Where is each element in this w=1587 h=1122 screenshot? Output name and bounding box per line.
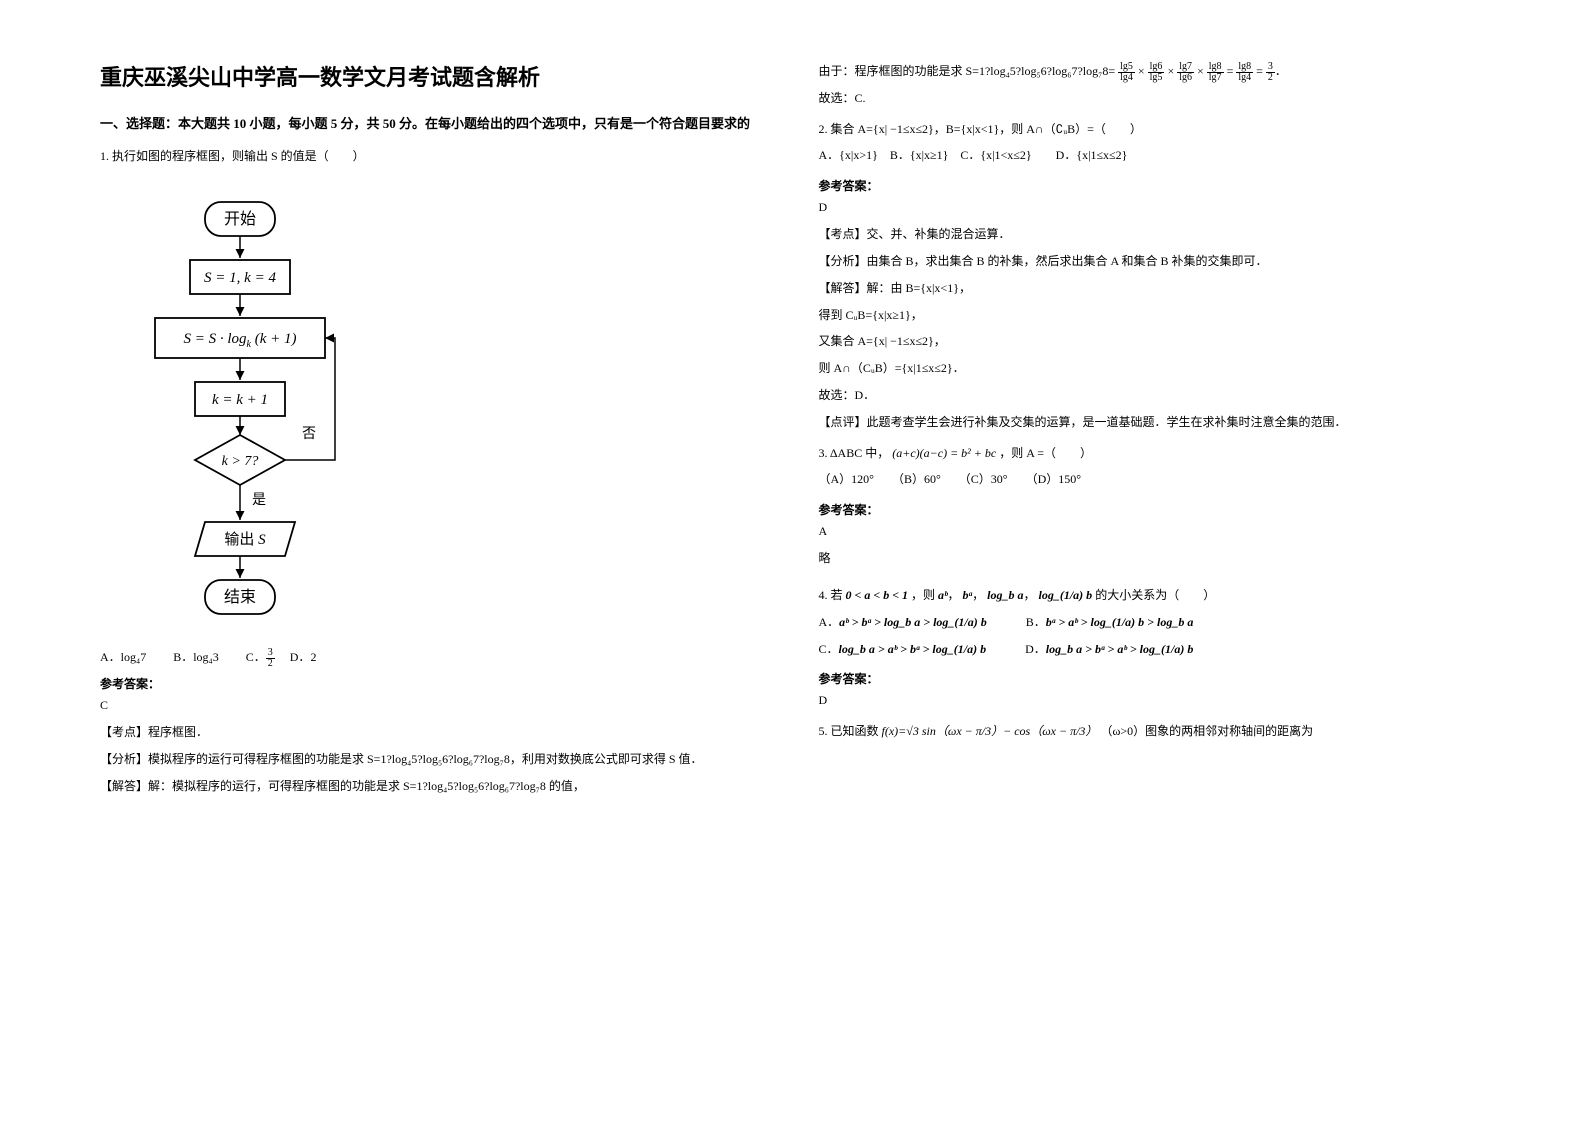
- q4-i0: aᵇ: [938, 588, 947, 602]
- q2-answer-label: 参考答案：: [819, 177, 1488, 194]
- q4-row2: C．log_b a > aᵇ > bᵃ > log_(1/a) b D．log_…: [819, 638, 1488, 661]
- q2-options: A．{x|x>1} B．{x|x≥1} C．{x|1<x≤2} D．{x|1≤x…: [819, 144, 1488, 167]
- svg-text:k > 7?: k > 7?: [222, 454, 259, 469]
- svg-text:结束: 结束: [224, 588, 256, 606]
- q5-stem: 5. 已知函数 f(x)=√3 sin（ωx − π/3）− cos（ωx − …: [819, 720, 1488, 743]
- q2-l6: 故选：D．: [819, 384, 1488, 407]
- q4-stem-prefix: 4. 若: [819, 588, 846, 602]
- frac-eq2: 32: [1266, 62, 1275, 83]
- svg-text:输出 S: 输出 S: [224, 531, 266, 548]
- frac-0: lg5lg4: [1118, 62, 1135, 83]
- q3-stem-suffix: ，则 A =（ ）: [999, 446, 1092, 460]
- q1-stem: 1. 执行如图的程序框图，则输出 S 的值是（ ）: [100, 145, 769, 168]
- q5-stem-suffix: （ω>0）图象的两相邻对称轴间的距离为: [1100, 724, 1313, 738]
- q3-answer: A: [819, 524, 1488, 539]
- q1-flowchart: 开始 S = 1, k = 4 S = S · logk (k + 1) k =…: [110, 182, 769, 627]
- q4-row1: A．aᵇ > bᵃ > log_b a > log_(1/a) b B．bᵃ >…: [819, 611, 1488, 634]
- document-title: 重庆巫溪尖山中学高一数学文月考试题含解析: [100, 60, 769, 92]
- q5-stem-prefix: 5. 已知函数: [819, 724, 882, 738]
- q4-stem: 4. 若 0 < a < b < 1 ，则 aᵇ， bᵃ， log_b a， l…: [819, 584, 1488, 607]
- q4-stem-mid: ，则: [911, 588, 938, 602]
- q2-l0: 【考点】交、并、补集的混合运算．: [819, 223, 1488, 246]
- q1-point: 【考点】程序框图．: [100, 721, 769, 744]
- col2-line1-prefix: 由于：程序框图的功能是求 S=1?log₄5?log₅6?log₆7?log₇8…: [819, 64, 1116, 78]
- q3-stem: 3. ΔABC 中， (a+c)(a−c) = b² + bc ，则 A =（ …: [819, 442, 1488, 465]
- q4-i2: log_b a: [987, 588, 1023, 602]
- q1-analysis: 【分析】模拟程序的运行可得程序框图的功能是求 S=1?log₄5?log₅6?l…: [100, 748, 769, 771]
- q2-l1: 【分析】由集合 B，求出集合 B 的补集，然后求出集合 A 和集合 B 补集的交…: [819, 250, 1488, 273]
- q2-l4: 又集合 A={x| −1≤x≤2}，: [819, 330, 1488, 353]
- col2-line1: 由于：程序框图的功能是求 S=1?log₄5?log₅6?log₆7?log₇8…: [819, 60, 1488, 83]
- svg-text:k = k + 1: k = k + 1: [212, 392, 268, 408]
- frac-2: lg7lg6: [1177, 62, 1194, 83]
- q4-cond: 0 < a < b < 1: [846, 588, 909, 602]
- q4-optD: log_b a > bᵃ > aᵇ > log_(1/a) b: [1046, 642, 1194, 656]
- q1-opt-c-frac: 32: [266, 648, 275, 669]
- q2-l2: 【解答】解：由 B={x|x<1}，: [819, 277, 1488, 300]
- q4-optC: log_b a > aᵇ > bᵃ > log_(1/a) b: [839, 642, 987, 656]
- col2-line2: 故选：C.: [819, 87, 1488, 110]
- q5-formula: f(x)=√3 sin（ωx − π/3）− cos（ωx − π/3）: [882, 724, 1098, 738]
- svg-text:S = 1, k = 4: S = 1, k = 4: [204, 270, 276, 286]
- q4-i1: bᵃ: [963, 588, 973, 602]
- q2-l5: 则 A∩（CᵤB）={x|1≤x≤2}．: [819, 357, 1488, 380]
- q3-formula: (a+c)(a−c) = b² + bc: [892, 446, 996, 460]
- q2-stem: 2. 集合 A={x| −1≤x≤2}，B={x|x<1}，则 A∩（∁ᵤB）=…: [819, 118, 1488, 141]
- q2-l3: 得到 CᵤB={x|x≥1}，: [819, 304, 1488, 327]
- q2-l7: 【点评】此题考查学生会进行补集及交集的运算，是一道基础题．学生在求补集时注意全集…: [819, 411, 1488, 434]
- q1-opt-d: 2: [310, 650, 316, 664]
- q3-stem-prefix: 3. ΔABC 中，: [819, 446, 890, 460]
- q1-answer: C: [100, 698, 769, 713]
- q2-answer: D: [819, 200, 1488, 215]
- frac-1: lg6lg5: [1148, 62, 1165, 83]
- q3-options: （A）120° （B）60° （C）30° （D）150°: [819, 468, 1488, 491]
- q1-answer-label: 参考答案：: [100, 675, 769, 692]
- q1-opt-b: log₄3: [193, 650, 219, 664]
- q4-optA: aᵇ > bᵃ > log_b a > log_(1/a) b: [839, 615, 987, 629]
- q1-opt-a: log₄7: [121, 650, 147, 664]
- q1-solve: 【解答】解：模拟程序的运行，可得程序框图的功能是求 S=1?log₄5?log₅…: [100, 775, 769, 798]
- q4-answer-label: 参考答案：: [819, 670, 1488, 687]
- q3-note: 略: [819, 547, 1488, 570]
- q4-i3: log_(1/a) b: [1039, 588, 1093, 602]
- frac-3: lg8lg7: [1207, 62, 1224, 83]
- q3-answer-label: 参考答案：: [819, 501, 1488, 518]
- right-column: 由于：程序框图的功能是求 S=1?log₄5?log₅6?log₆7?log₇8…: [819, 60, 1488, 802]
- frac-eq1: lg8lg4: [1236, 62, 1253, 83]
- flowchart-svg: 开始 S = 1, k = 4 S = S · logk (k + 1) k =…: [110, 182, 370, 627]
- q1-options: A．log₄7 B．log₄3 C．32 D．2: [100, 645, 769, 669]
- left-column: 重庆巫溪尖山中学高一数学文月考试题含解析 一、选择题：本大题共 10 小题，每小…: [100, 60, 769, 802]
- svg-text:否: 否: [302, 427, 316, 442]
- q4-optB: bᵃ > aᵇ > log_(1/a) b > log_b a: [1046, 615, 1194, 629]
- page-root: 重庆巫溪尖山中学高一数学文月考试题含解析 一、选择题：本大题共 10 小题，每小…: [0, 0, 1587, 842]
- section-1-header: 一、选择题：本大题共 10 小题，每小题 5 分，共 50 分。在每小题给出的四…: [100, 112, 769, 135]
- q4-stem-suffix: 的大小关系为（ ）: [1095, 588, 1215, 602]
- svg-text:开始: 开始: [224, 210, 256, 228]
- svg-text:是: 是: [252, 493, 266, 508]
- q4-answer: D: [819, 693, 1488, 708]
